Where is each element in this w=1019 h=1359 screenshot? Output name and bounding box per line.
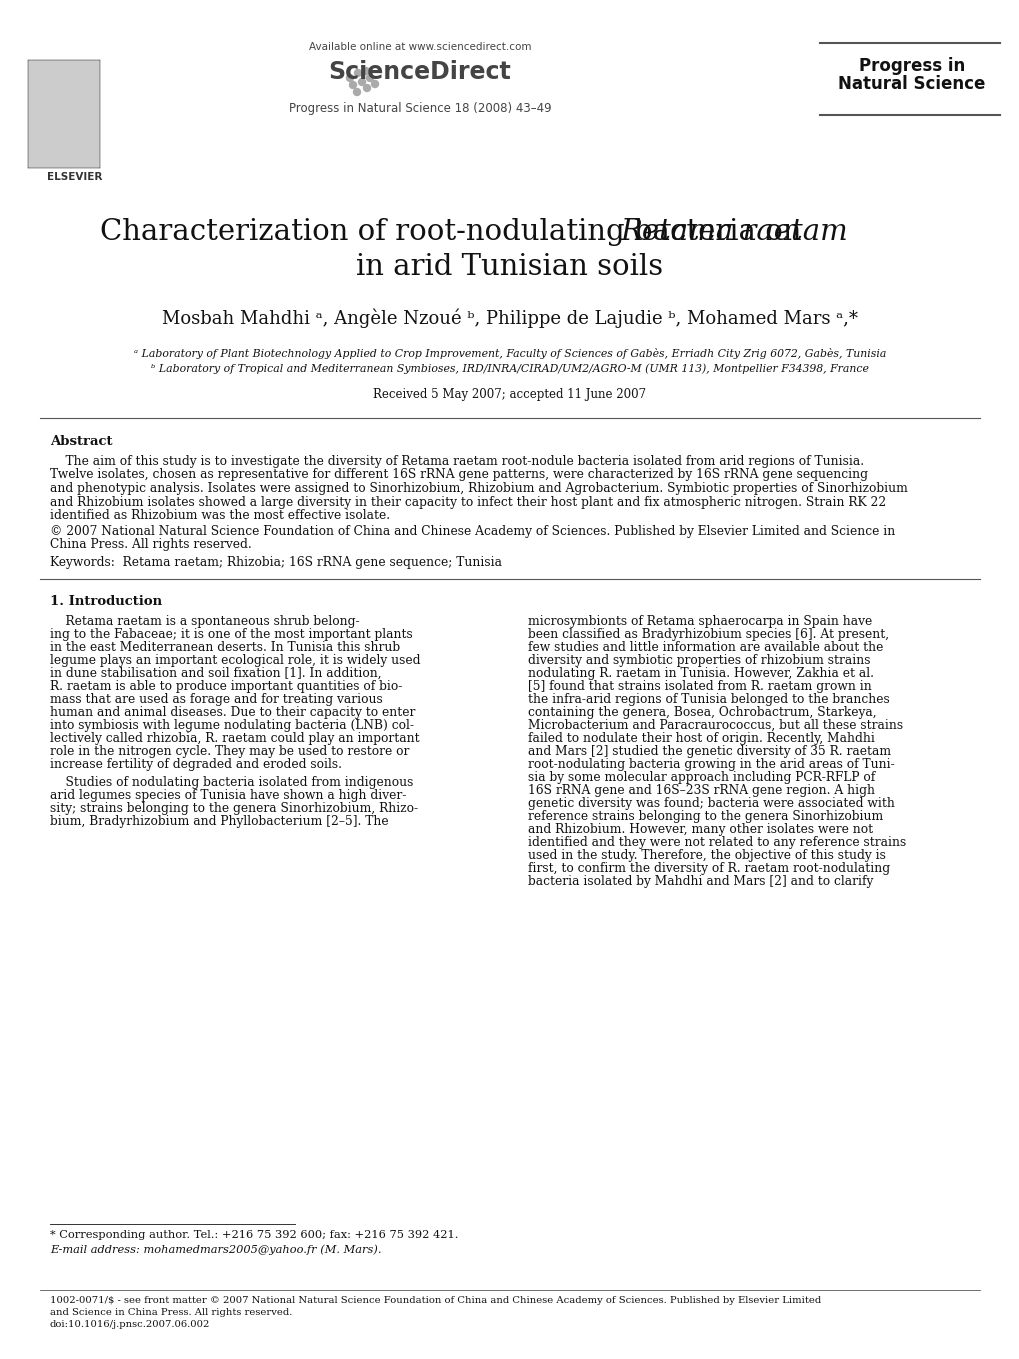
Text: nodulating R. raetam in Tunisia. However, Zakhia et al.: nodulating R. raetam in Tunisia. However… xyxy=(528,667,873,680)
Text: been classified as Bradyrhizobium species [6]. At present,: been classified as Bradyrhizobium specie… xyxy=(528,628,889,641)
Text: Characterization of root-nodulating bacteria on: Characterization of root-nodulating bact… xyxy=(100,217,810,246)
Text: and Rhizobium isolates showed a large diversity in their capacity to infect thei: and Rhizobium isolates showed a large di… xyxy=(50,496,886,508)
Text: Microbacterium and Paracraurococcus, but all these strains: Microbacterium and Paracraurococcus, but… xyxy=(528,719,902,733)
Text: first, to confirm the diversity of R. raetam root-nodulating: first, to confirm the diversity of R. ra… xyxy=(528,862,890,875)
Text: containing the genera, Bosea, Ochrobactrum, Starkeya,: containing the genera, Bosea, Ochrobactr… xyxy=(528,705,875,719)
Text: reference strains belonging to the genera Sinorhizobium: reference strains belonging to the gener… xyxy=(528,810,882,824)
Text: © 2007 National Natural Science Foundation of China and Chinese Academy of Scien: © 2007 National Natural Science Foundati… xyxy=(50,525,895,538)
Text: human and animal diseases. Due to their capacity to enter: human and animal diseases. Due to their … xyxy=(50,705,415,719)
Text: few studies and little information are available about the: few studies and little information are a… xyxy=(528,641,882,654)
Text: Progress in: Progress in xyxy=(858,57,964,75)
Circle shape xyxy=(366,75,373,82)
Circle shape xyxy=(358,79,365,86)
Text: in the east Mediterranean deserts. In Tunisia this shrub: in the east Mediterranean deserts. In Tu… xyxy=(50,641,399,654)
Text: ELSEVIER: ELSEVIER xyxy=(47,173,103,182)
Text: lectively called rhizobia, R. raetam could play an important: lectively called rhizobia, R. raetam cou… xyxy=(50,733,419,745)
Text: 1. Introduction: 1. Introduction xyxy=(50,595,162,607)
Text: and Science in China Press. All rights reserved.: and Science in China Press. All rights r… xyxy=(50,1307,292,1317)
Text: diversity and symbiotic properties of rhizobium strains: diversity and symbiotic properties of rh… xyxy=(528,654,869,667)
Text: * Corresponding author. Tel.: +216 75 392 600; fax: +216 75 392 421.: * Corresponding author. Tel.: +216 75 39… xyxy=(50,1230,459,1239)
Text: Studies of nodulating bacteria isolated from indigenous: Studies of nodulating bacteria isolated … xyxy=(50,776,413,790)
Text: and Mars [2] studied the genetic diversity of 35 R. raetam: and Mars [2] studied the genetic diversi… xyxy=(528,745,891,758)
Circle shape xyxy=(362,68,369,75)
Text: sity; strains belonging to the genera Sinorhizobium, Rhizo-: sity; strains belonging to the genera Si… xyxy=(50,802,418,815)
Text: the infra-arid regions of Tunisia belonged to the branches: the infra-arid regions of Tunisia belong… xyxy=(528,693,889,705)
Text: Natural Science: Natural Science xyxy=(838,75,984,92)
Circle shape xyxy=(371,80,378,87)
Circle shape xyxy=(355,69,361,76)
Text: bium, Bradyrhizobium and Phyllobacterium [2–5]. The: bium, Bradyrhizobium and Phyllobacterium… xyxy=(50,815,388,828)
Text: Keywords:  Retama raetam; Rhizobia; 16S rRNA gene sequence; Tunisia: Keywords: Retama raetam; Rhizobia; 16S r… xyxy=(50,556,501,568)
Text: Progress in Natural Science 18 (2008) 43–49: Progress in Natural Science 18 (2008) 43… xyxy=(288,102,551,116)
Text: The aim of this study is to investigate the diversity of Retama raetam root-nodu: The aim of this study is to investigate … xyxy=(50,455,863,467)
Circle shape xyxy=(363,84,370,91)
Circle shape xyxy=(354,88,360,95)
Text: Retama raetam is a spontaneous shrub belong-: Retama raetam is a spontaneous shrub bel… xyxy=(50,616,360,628)
Text: and phenotypic analysis. Isolates were assigned to Sinorhizobium, Rhizobium and : and phenotypic analysis. Isolates were a… xyxy=(50,482,907,495)
Text: ing to the Fabaceae; it is one of the most important plants: ing to the Fabaceae; it is one of the mo… xyxy=(50,628,413,641)
Text: identified as Rhizobium was the most effective isolate.: identified as Rhizobium was the most eff… xyxy=(50,510,389,522)
Text: mass that are used as forage and for treating various: mass that are used as forage and for tre… xyxy=(50,693,382,705)
Text: failed to nodulate their host of origin. Recently, Mahdhi: failed to nodulate their host of origin.… xyxy=(528,733,874,745)
Text: increase fertility of degraded and eroded soils.: increase fertility of degraded and erode… xyxy=(50,758,341,771)
Text: Retama raetam: Retama raetam xyxy=(620,217,847,246)
Text: 16S rRNA gene and 16S–23S rRNA gene region. A high: 16S rRNA gene and 16S–23S rRNA gene regi… xyxy=(528,784,874,796)
Text: microsymbionts of Retama sphaerocarpa in Spain have: microsymbionts of Retama sphaerocarpa in… xyxy=(528,616,871,628)
Circle shape xyxy=(346,75,354,82)
Text: [5] found that strains isolated from R. raetam grown in: [5] found that strains isolated from R. … xyxy=(528,680,871,693)
Text: Available online at www.sciencedirect.com: Available online at www.sciencedirect.co… xyxy=(309,42,531,52)
Text: in arid Tunisian soils: in arid Tunisian soils xyxy=(356,253,663,281)
Text: arid legumes species of Tunisia have shown a high diver-: arid legumes species of Tunisia have sho… xyxy=(50,790,406,802)
Text: ᵃ Laboratory of Plant Biotechnology Applied to Crop Improvement, Faculty of Scie: ᵃ Laboratory of Plant Biotechnology Appl… xyxy=(133,348,886,359)
Text: sia by some molecular approach including PCR-RFLP of: sia by some molecular approach including… xyxy=(528,771,874,784)
Text: R. raetam is able to produce important quantities of bio-: R. raetam is able to produce important q… xyxy=(50,680,401,693)
Text: genetic diversity was found; bacteria were associated with: genetic diversity was found; bacteria we… xyxy=(528,796,894,810)
Text: role in the nitrogen cycle. They may be used to restore or: role in the nitrogen cycle. They may be … xyxy=(50,745,409,758)
Text: root-nodulating bacteria growing in the arid areas of Tuni-: root-nodulating bacteria growing in the … xyxy=(528,758,894,771)
Text: Received 5 May 2007; accepted 11 June 2007: Received 5 May 2007; accepted 11 June 20… xyxy=(373,389,646,401)
Text: China Press. All rights reserved.: China Press. All rights reserved. xyxy=(50,538,252,550)
Text: identified and they were not related to any reference strains: identified and they were not related to … xyxy=(528,836,905,849)
Text: bacteria isolated by Mahdhi and Mars [2] and to clarify: bacteria isolated by Mahdhi and Mars [2]… xyxy=(528,875,872,887)
Text: doi:10.1016/j.pnsc.2007.06.002: doi:10.1016/j.pnsc.2007.06.002 xyxy=(50,1320,210,1329)
Circle shape xyxy=(350,82,357,88)
Text: into symbiosis with legume nodulating bacteria (LNB) col-: into symbiosis with legume nodulating ba… xyxy=(50,719,414,733)
Text: in dune stabilisation and soil fixation [1]. In addition,: in dune stabilisation and soil fixation … xyxy=(50,667,381,680)
Text: ScienceDirect: ScienceDirect xyxy=(328,60,511,84)
Text: ᵇ Laboratory of Tropical and Mediterranean Symbioses, IRD/INRA/CIRAD/UM2/AGRO-M : ᵇ Laboratory of Tropical and Mediterrane… xyxy=(151,363,868,374)
Text: 1002-0071/$ - see front matter © 2007 National Natural Science Foundation of Chi: 1002-0071/$ - see front matter © 2007 Na… xyxy=(50,1296,820,1305)
Text: legume plays an important ecological role, it is widely used: legume plays an important ecological rol… xyxy=(50,654,420,667)
Text: Abstract: Abstract xyxy=(50,435,112,448)
Text: and Rhizobium. However, many other isolates were not: and Rhizobium. However, many other isola… xyxy=(528,824,872,836)
Text: Mosbah Mahdhi ᵃ, Angèle Nzoué ᵇ, Philippe de Lajudie ᵇ, Mohamed Mars ᵃ,*: Mosbah Mahdhi ᵃ, Angèle Nzoué ᵇ, Philipp… xyxy=(162,308,857,328)
Text: E-mail address: mohamedmars2005@yahoo.fr (M. Mars).: E-mail address: mohamedmars2005@yahoo.fr… xyxy=(50,1243,381,1254)
Text: Twelve isolates, chosen as representative for different 16S rRNA gene patterns, : Twelve isolates, chosen as representativ… xyxy=(50,469,867,481)
Text: used in the study. Therefore, the objective of this study is: used in the study. Therefore, the object… xyxy=(528,849,886,862)
